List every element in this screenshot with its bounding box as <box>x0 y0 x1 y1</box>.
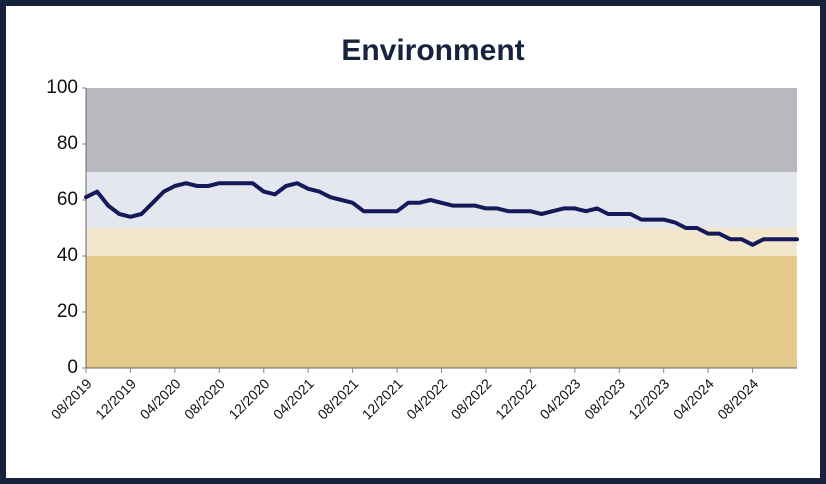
line <box>84 181 799 247</box>
y-tick-label: 20 <box>57 301 78 322</box>
y-tick-label: 60 <box>57 189 78 210</box>
y-tick-label: 80 <box>57 133 78 154</box>
y-tick-label: 100 <box>46 77 78 98</box>
chart-title: Environment <box>341 34 524 67</box>
band <box>86 228 797 256</box>
y-tick-label: 40 <box>57 245 78 266</box>
y-tick-label: 0 <box>67 357 78 378</box>
band <box>86 88 797 172</box>
band <box>86 172 797 228</box>
band <box>86 256 797 368</box>
